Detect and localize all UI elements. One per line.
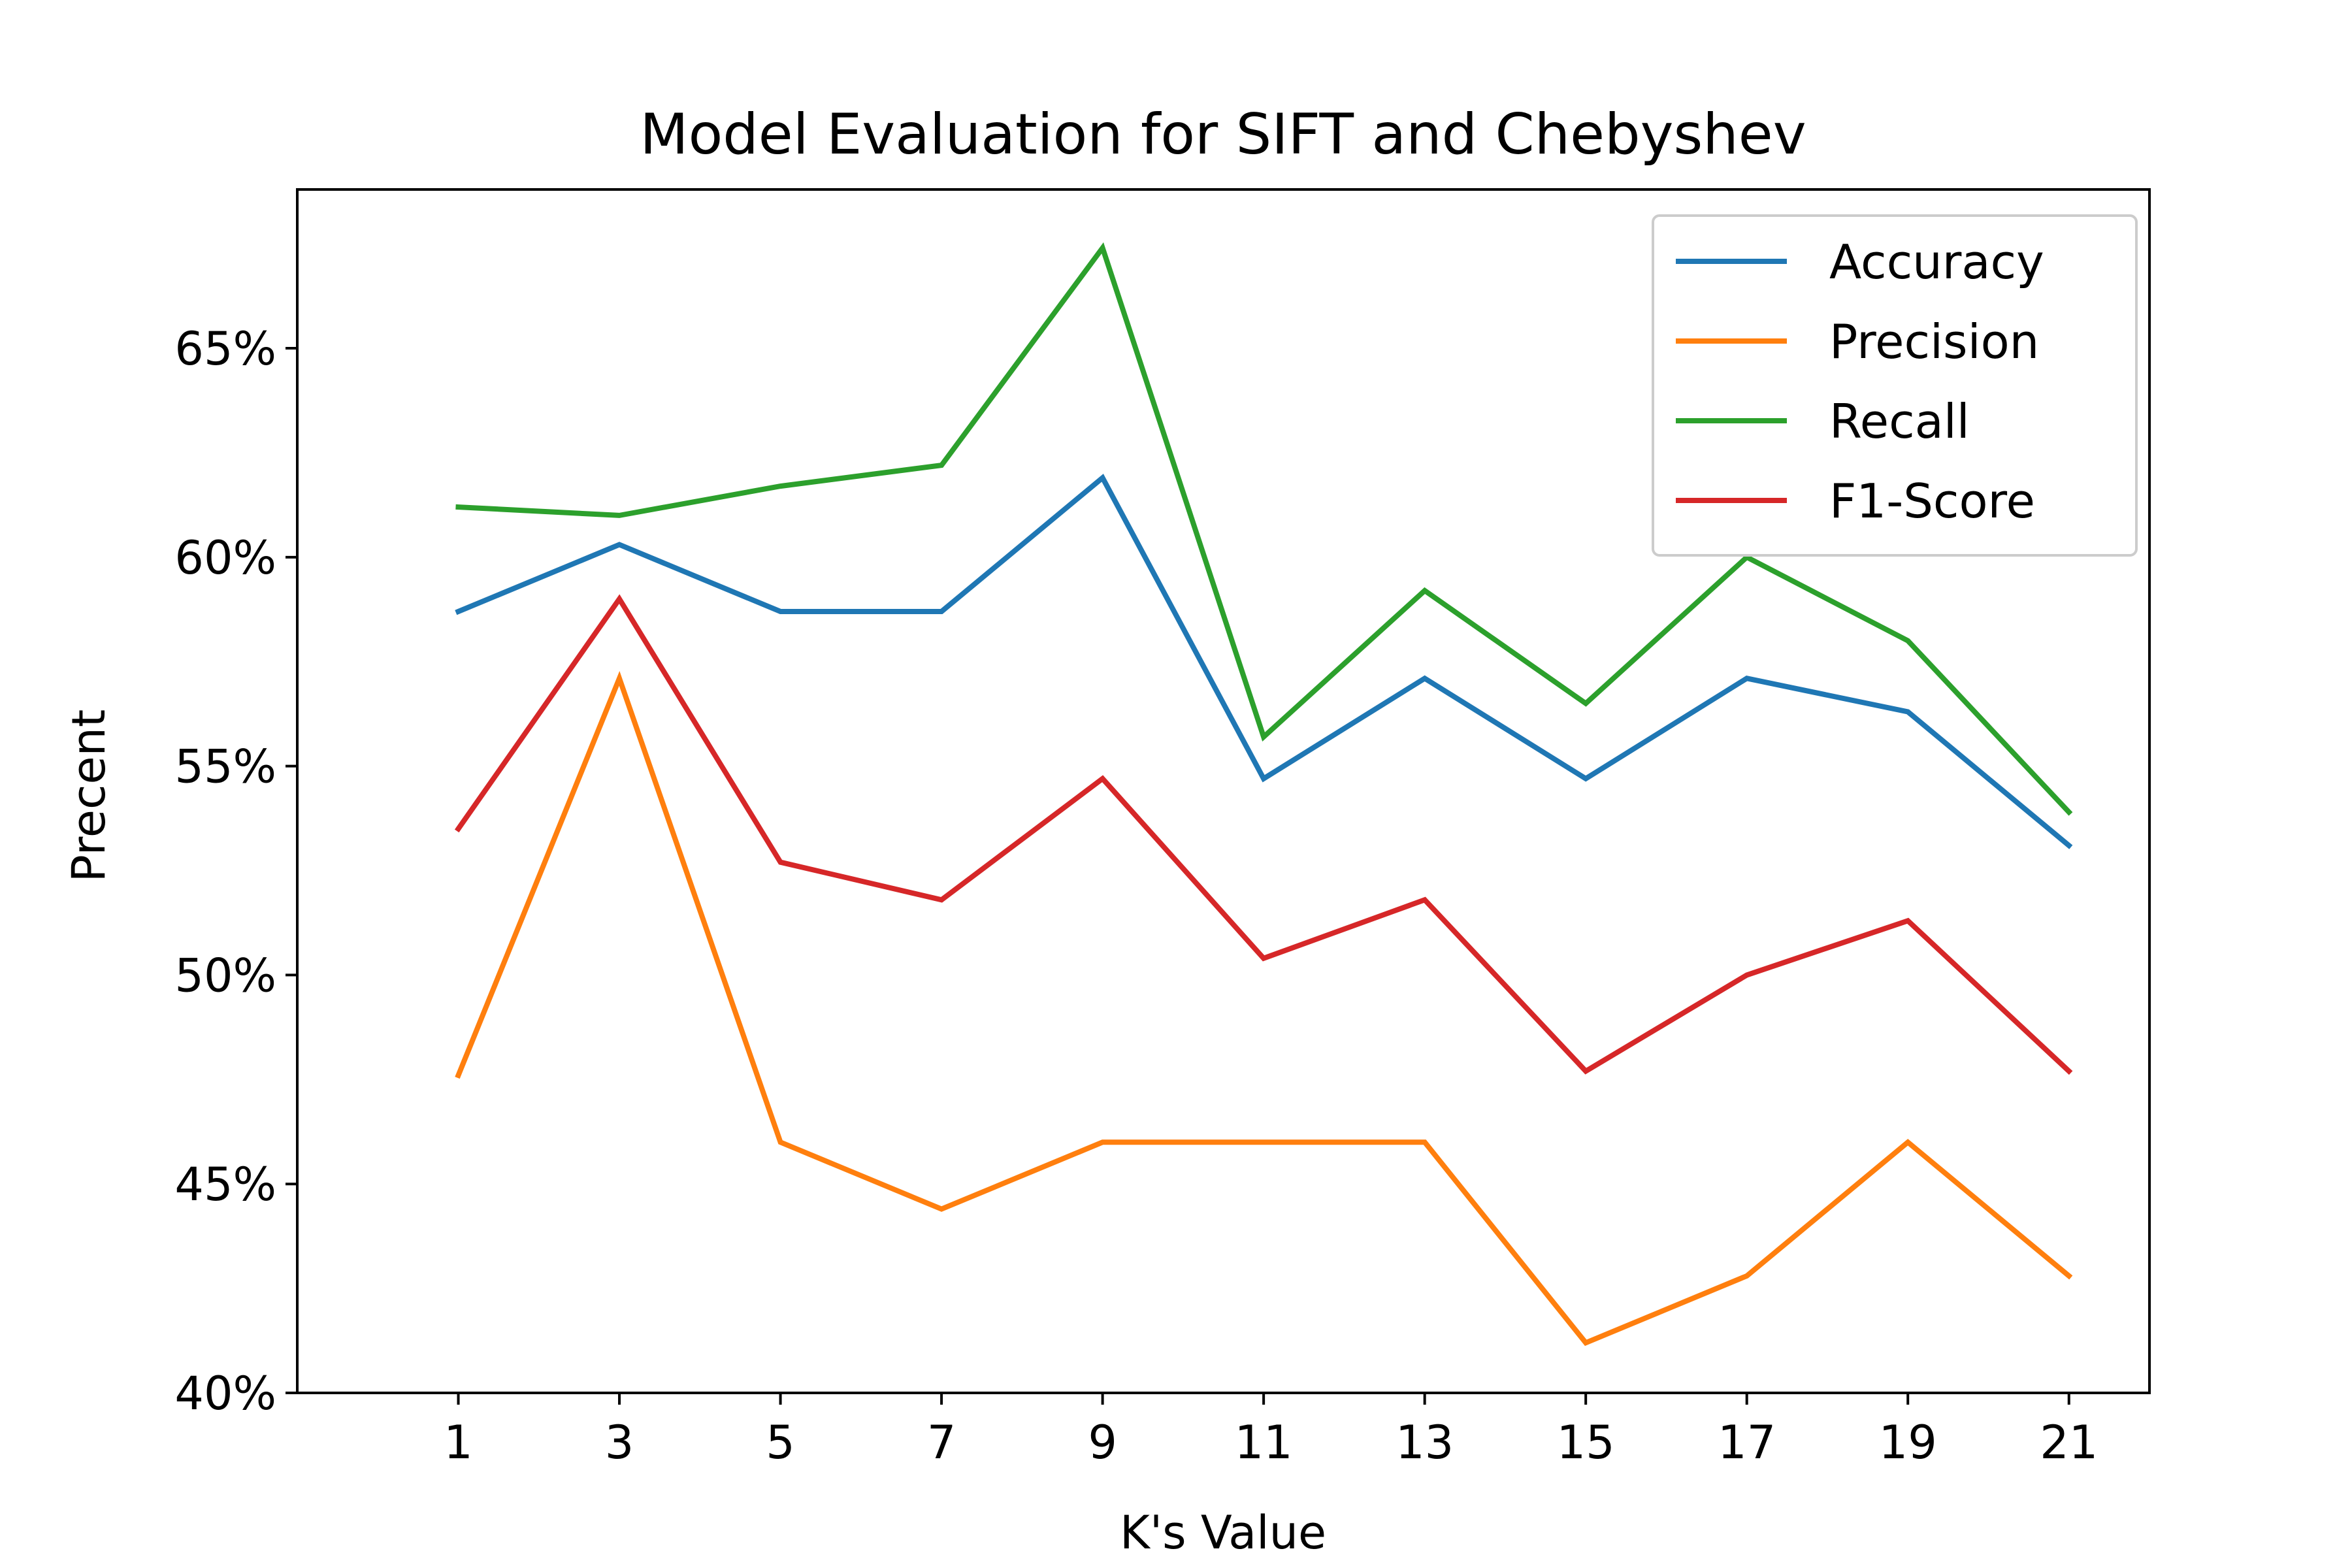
series-line-precision (455, 670, 2073, 1347)
x-tick-label: 9 (1088, 1416, 1117, 1469)
y-tick-label: 65% (174, 322, 276, 376)
y-axis-label: Precent (62, 710, 116, 883)
legend-label: Accuracy (1829, 235, 2044, 289)
axes-frame (296, 188, 2151, 1394)
series-line-accuracy (455, 474, 2073, 849)
legend-label: Recall (1829, 394, 1970, 449)
chart-title: Model Evaluation for SIFT and Chebyshev (640, 102, 1806, 167)
y-tick-label: 55% (174, 740, 276, 794)
x-tick-label: 13 (1396, 1416, 1454, 1469)
x-tick-label: 3 (605, 1416, 634, 1469)
y-tick-label: 45% (174, 1158, 276, 1211)
series-line-recall (455, 242, 2073, 816)
legend-box (1652, 214, 2138, 557)
x-tick-label: 1 (444, 1416, 473, 1469)
x-tick-label: 21 (2040, 1416, 2098, 1469)
x-axis-label: K's Value (1120, 1506, 1326, 1560)
legend-label: F1-Score (1829, 474, 2035, 529)
y-tick-label: 50% (174, 949, 276, 1002)
x-tick-label: 7 (927, 1416, 956, 1469)
x-tick-label: 15 (1557, 1416, 1615, 1469)
legend-label: Precision (1829, 314, 2039, 369)
legend: Accuracy Precision Recall F1-Score (1652, 214, 2138, 557)
y-tick-label: 60% (174, 531, 276, 585)
x-tick-label: 11 (1235, 1416, 1293, 1469)
x-tick-label: 19 (1879, 1416, 1937, 1469)
x-tick-label: 5 (766, 1416, 795, 1469)
y-tick-label: 40% (174, 1367, 276, 1420)
x-tick-label: 17 (1718, 1416, 1776, 1469)
series-line-f1-score (454, 594, 2073, 1075)
